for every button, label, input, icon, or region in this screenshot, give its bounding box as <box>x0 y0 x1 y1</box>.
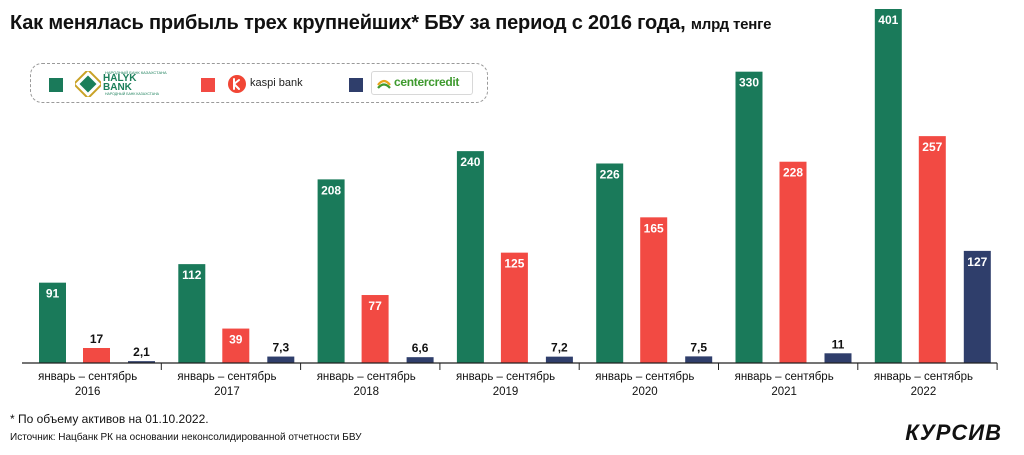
value-label-halyk-2020: 226 <box>600 167 620 181</box>
bar-halyk-2021 <box>735 71 763 363</box>
bar-centercredit-2016 <box>128 361 155 363</box>
halyk-bank-logo: НАРОДНЫЙ БАНК КАЗАХСТАНА HALYK BANK НАРО… <box>75 70 167 97</box>
bar-centercredit-2017 <box>267 356 295 363</box>
category-label-2017-line1: январь – сентябрь <box>177 371 276 383</box>
category-label-2019-line2: 2019 <box>493 386 519 398</box>
category-label-2022-line1: январь – сентябрь <box>874 371 973 383</box>
value-label-centercredit-2022: 127 <box>967 255 987 269</box>
legend-swatch-centercredit <box>349 78 363 92</box>
kaspi-logo-icon <box>228 75 246 93</box>
kaspi-bank-name: kaspi bank <box>250 77 303 89</box>
bar-halyk-2016 <box>39 282 66 363</box>
halyk-name-line1: HALYK <box>103 73 137 84</box>
category-label-2020-line2: 2020 <box>632 386 658 398</box>
value-label-halyk-2022: 401 <box>878 13 898 27</box>
category-label-2022-line2: 2022 <box>911 386 937 398</box>
value-label-kaspi-2016: 17 <box>90 332 104 346</box>
bar-centercredit-2019 <box>545 356 573 363</box>
value-label-halyk-2016: 91 <box>46 287 60 301</box>
value-label-halyk-2019: 240 <box>460 155 480 169</box>
value-label-kaspi-2020: 165 <box>644 221 664 235</box>
halyk-emblem-icon <box>75 71 101 97</box>
halyk-top-text: НАРОДНЫЙ БАНК КАЗАХСТАНА <box>105 70 167 75</box>
chart-legend: НАРОДНЫЙ БАНК КАЗАХСТАНА HALYK BANK НАРО… <box>30 63 488 103</box>
value-label-halyk-2017: 112 <box>182 268 202 282</box>
value-label-halyk-2018: 208 <box>321 183 341 197</box>
legend-swatch-kaspi <box>201 78 215 92</box>
bar-halyk-2020 <box>596 163 624 363</box>
bar-halyk-2017 <box>178 264 206 363</box>
value-label-centercredit-2016: 2,1 <box>133 345 150 359</box>
halyk-sub-text: НАРОДНЫЙ БАНК КАЗАХСТАНА <box>105 92 159 96</box>
value-label-centercredit-2021: 11 <box>832 337 845 351</box>
bar-chart: 91 17 2,1 январь – сентябрь 2016 112 39 7,3 янва… <box>22 9 998 398</box>
bar-centercredit-2018 <box>406 357 434 363</box>
bar-kaspi-2021 <box>779 161 807 363</box>
value-label-kaspi-2019: 125 <box>504 257 524 271</box>
kursiv-logo: КУРСИВ <box>905 420 1002 445</box>
title-unit: млрд тенге <box>690 16 772 33</box>
bar-kaspi-2019 <box>500 252 528 363</box>
bar-halyk-2022 <box>874 9 902 363</box>
category-label-2020-line1: январь – сентябрь <box>595 371 694 383</box>
halyk-name-line2: BANK <box>103 82 132 93</box>
value-label-centercredit-2019: 7,2 <box>551 341 568 355</box>
chart-title: Как менялась прибыль трех крупнейших* БВ… <box>10 12 772 35</box>
bar-centercredit-2020 <box>685 356 713 363</box>
title-main: Как менялась прибыль трех крупнейших* БВ… <box>10 12 686 34</box>
halyk-name: HALYK BANK <box>103 73 137 93</box>
source-note: Источник: Нацбанк РК на основании неконс… <box>10 432 362 443</box>
footnote: * По объему активов на 01.10.2022. <box>10 412 209 426</box>
value-label-kaspi-2021: 228 <box>783 166 803 180</box>
bar-kaspi-2018 <box>361 295 389 363</box>
value-label-kaspi-2022: 257 <box>922 140 942 154</box>
category-label-2021-line1: январь – сентябрь <box>735 371 834 383</box>
category-label-2016-line2: 2016 <box>75 386 101 398</box>
value-label-centercredit-2020: 7,5 <box>690 340 707 354</box>
centercredit-emblem-icon <box>377 79 391 89</box>
category-label-2018-line1: январь – сентябрь <box>317 371 416 383</box>
bar-halyk-2018 <box>317 179 345 363</box>
category-label-2019-line1: январь – сентябрь <box>456 371 555 383</box>
bar-kaspi-2020 <box>640 217 668 363</box>
bar-halyk-2019 <box>456 151 484 363</box>
bar-kaspi-2016 <box>83 347 110 363</box>
bar-kaspi-2022 <box>918 136 946 363</box>
value-label-centercredit-2018: 6,6 <box>412 341 429 355</box>
category-label-2018-line2: 2018 <box>353 386 379 398</box>
category-label-2021-line2: 2021 <box>771 386 797 398</box>
legend-swatch-halyk <box>49 78 63 92</box>
bar-centercredit-2021 <box>824 353 852 363</box>
value-label-kaspi-2017: 39 <box>229 333 243 347</box>
category-label-2016-line1: январь – сентябрь <box>38 371 137 383</box>
centercredit-logo: centercredit <box>371 71 473 95</box>
category-label-2017-line2: 2017 <box>214 386 240 398</box>
value-label-kaspi-2018: 77 <box>368 299 382 313</box>
centercredit-name: centercredit <box>394 75 460 89</box>
bar-kaspi-2017 <box>222 328 250 363</box>
bar-centercredit-2022 <box>963 250 991 363</box>
value-label-centercredit-2017: 7,3 <box>272 341 289 355</box>
value-label-halyk-2021: 330 <box>739 76 759 90</box>
